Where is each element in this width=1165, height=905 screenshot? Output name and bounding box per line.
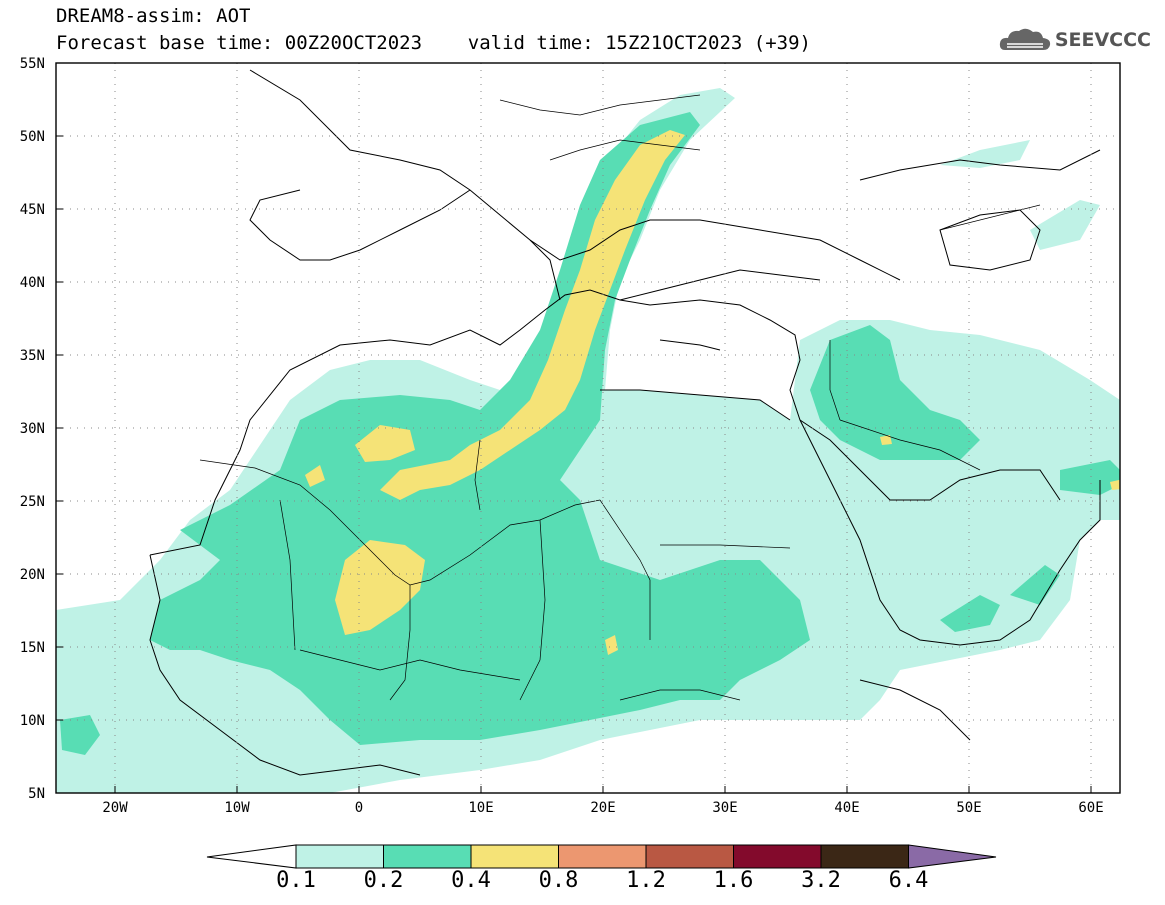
lon-label: 20E: [590, 800, 615, 816]
lat-label: 50N: [20, 129, 45, 145]
lon-label: 0: [355, 800, 363, 816]
colorbar-swatch: [558, 844, 647, 869]
aot-band-0.4-0.8-spot-d: [880, 435, 892, 445]
lat-label: 40N: [20, 275, 45, 291]
lon-label: 30E: [712, 800, 737, 816]
lat-label: 35N: [20, 348, 45, 364]
colorbar-label: 0.2: [363, 868, 404, 893]
aot-band-0.4-0.8-spot-b: [305, 465, 325, 487]
lat-label: 55N: [20, 56, 45, 72]
aot-band-0.4-0.8-spot-a: [355, 425, 415, 462]
colorbar-label: 1.6: [713, 868, 754, 893]
colorbar-label: 0.4: [451, 868, 491, 893]
colorbar-label: 0.1: [276, 868, 316, 893]
lon-label: 10W: [224, 800, 250, 816]
lon-label: 50E: [956, 800, 981, 816]
lon-labels: 20W 10W 0 10E 20E 30E 40E 50E 60E: [102, 800, 1103, 816]
axis-ticks: [56, 135, 1092, 793]
colorbar-swatch: [645, 844, 734, 869]
aot-band-0.4-0.8-spot-c: [605, 635, 618, 655]
colorbar-label: 1.2: [626, 868, 666, 893]
lat-labels: 5N 10N 15N 20N 25N 30N 35N 40N 45N 50N 5…: [20, 56, 45, 802]
lon-label: 10E: [468, 800, 493, 816]
colorbar-swatch: [470, 844, 559, 869]
country-borders: [199, 94, 1041, 701]
colorbar-label: 3.2: [801, 868, 841, 893]
lon-label: 60E: [1078, 800, 1103, 816]
aot-band-0.4-0.8-sahara: [335, 540, 425, 635]
aot-band-0.2-0.4-gulf: [1060, 460, 1120, 495]
colorbar-label: 0.8: [538, 868, 579, 893]
seevccc-logo: SEEVCCC: [999, 26, 1151, 54]
cloud-icon: [999, 28, 1050, 50]
lat-label: 30N: [20, 421, 45, 437]
aot-field: [56, 69, 1120, 793]
lat-label: 25N: [20, 494, 45, 510]
colorbar-under-arrow: [206, 844, 297, 869]
graticule: [56, 63, 1120, 793]
colorbar-swatch: [733, 844, 822, 869]
colorbar-swatch: [295, 844, 384, 869]
aot-band-0.4-0.8: [380, 130, 685, 500]
lat-label: 15N: [20, 640, 45, 656]
lat-label: 10N: [20, 713, 45, 729]
aot-band-0.2-0.4-oman: [1010, 565, 1060, 605]
forecast-time-line: Forecast base time: 00Z20OCT2023 valid t…: [56, 32, 811, 54]
lat-label: 5N: [28, 786, 45, 802]
colorbar-over-arrow: [908, 844, 997, 869]
aot-band-0.2-0.4: [150, 112, 810, 745]
aot-band-0.2-0.4-west: [60, 715, 100, 755]
colorbar-swatch: [820, 844, 909, 869]
lat-label: 45N: [20, 202, 45, 218]
logo-text: SEEVCCC: [1054, 29, 1151, 51]
colorbar: [206, 844, 997, 869]
aot-band-0.2-0.4-south-arabia: [940, 595, 1000, 632]
aot-band-0.1-0.2-east: [1030, 200, 1100, 250]
aot-band-0.2-0.4-arabia: [810, 325, 980, 460]
coastlines: [149, 69, 1101, 776]
lon-label: 20W: [102, 800, 128, 816]
lat-label: 20N: [20, 567, 45, 583]
colorbar-swatch: [383, 844, 472, 869]
aot-band-0.1-0.2-caspian: [940, 140, 1030, 168]
lon-label: 40E: [834, 800, 859, 816]
colorbar-label: 6.4: [888, 868, 929, 893]
map-title: DREAM8-assim: AOT: [56, 5, 251, 27]
aot-band-0.4-0.8-spot-e: [1110, 479, 1120, 490]
